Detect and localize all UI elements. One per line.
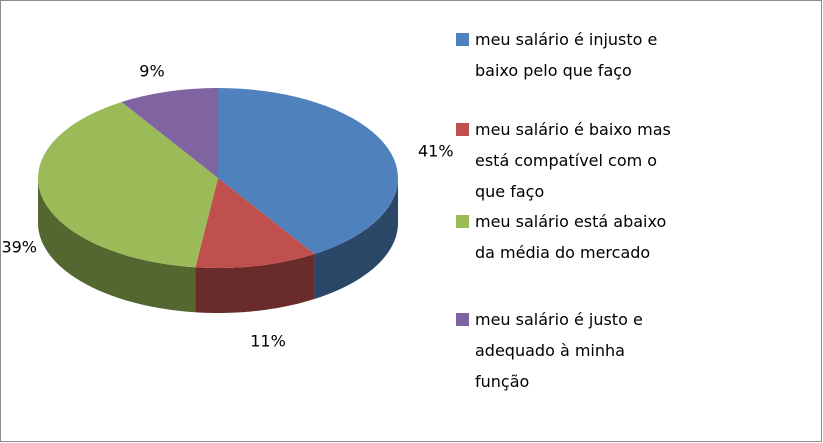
legend-line: meu salário está abaixo [475, 212, 666, 231]
data-label: 9% [139, 62, 164, 81]
pie-slice [121, 88, 218, 178]
data-label: 41% [418, 142, 454, 161]
legend-line: meu salário é justo e [475, 310, 643, 329]
data-label: 39% [1, 238, 37, 257]
pie-slice [195, 178, 315, 268]
pie-side [38, 178, 196, 313]
legend-swatch [456, 33, 469, 46]
legend-line: função [475, 372, 529, 391]
legend-label: meu salário é baixo mas está compatível c… [475, 120, 671, 201]
legend-line: adequado à minha [475, 341, 625, 360]
legend-line: da média do mercado [475, 243, 650, 262]
legend-line: meu salário é injusto e [475, 30, 657, 49]
legend-swatch [456, 313, 469, 326]
legend-swatch [456, 123, 469, 136]
legend-label: meu salário é injusto e baixo pelo que fa… [475, 30, 657, 80]
legend-label: meu salário está abaixo da média do merca… [475, 212, 666, 262]
legend-line: meu salário é baixo mas [475, 120, 671, 139]
legend-line: que faço [475, 182, 544, 201]
pie-side [314, 178, 398, 299]
data-label: 11% [250, 332, 286, 351]
legend-line: baixo pelo que faço [475, 61, 632, 80]
legend-line: está compatível com o [475, 151, 657, 170]
legend-label: meu salário é justo e adequado à minha fun… [475, 310, 643, 391]
pie-slice [218, 88, 398, 254]
pie-side [195, 253, 315, 313]
pie-slice [38, 102, 219, 268]
legend-swatch [456, 215, 469, 228]
